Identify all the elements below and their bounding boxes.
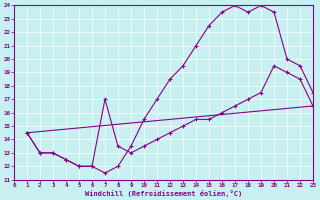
X-axis label: Windchill (Refroidissement éolien,°C): Windchill (Refroidissement éolien,°C) — [85, 190, 242, 197]
